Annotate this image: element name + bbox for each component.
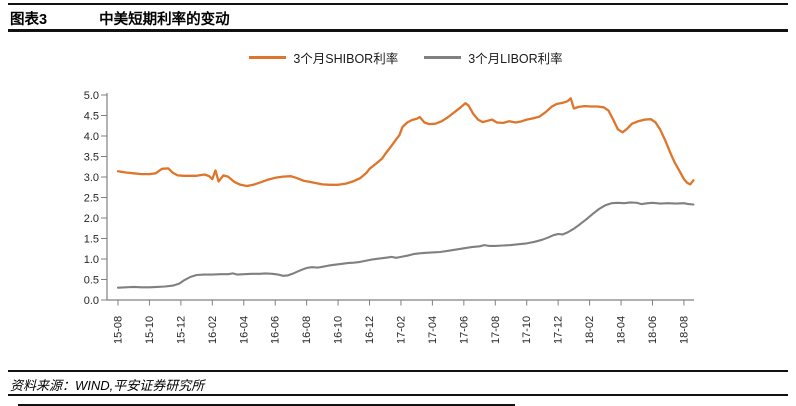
x-axis-tick-label: 16-10: [333, 316, 345, 344]
legend-item-libor: 3个月LIBOR利率: [424, 48, 563, 67]
x-axis-tick-label: 17-08: [490, 316, 502, 344]
chart-legend: 3个月SHIBOR利率 3个月LIBOR利率: [0, 48, 796, 67]
footer-bottom-rule: [8, 394, 788, 396]
x-axis-tick-label: 17-06: [458, 316, 470, 344]
x-axis-tick-label: 16-02: [207, 316, 219, 344]
top-rule: [8, 3, 788, 5]
next-section-edge-rule: [18, 404, 515, 406]
x-axis-tick-label: 17-12: [553, 316, 565, 344]
x-axis-tick-label: 15-12: [175, 316, 187, 344]
footer-top-rule: [8, 370, 788, 372]
x-axis-tick-label: 16-08: [301, 316, 313, 344]
figure-label: 图表3: [10, 12, 48, 28]
figure-header: 图表3 中美短期利率的变动: [10, 8, 230, 28]
libor-line-swatch-icon: [424, 55, 462, 59]
legend-label-libor: 3个月LIBOR利率: [468, 51, 563, 66]
x-axis-tick-label: 18-08: [678, 316, 690, 344]
shibor-line-swatch-icon: [249, 55, 287, 59]
x-axis-tick-label: 16-04: [238, 316, 250, 344]
x-axis-tick-label: 17-10: [521, 316, 533, 344]
y-axis-tick-label: 0.5: [84, 274, 99, 286]
legend-item-shibor: 3个月SHIBOR利率: [249, 48, 398, 67]
y-axis-tick-label: 3.0: [84, 172, 99, 184]
libor-line: [116, 201, 695, 289]
y-axis-tick-label: 0.0: [84, 295, 99, 307]
x-axis-tick-label: 16-12: [364, 316, 376, 344]
x-axis-tick-label: 15-10: [144, 316, 156, 344]
x-axis-tick-label: 18-02: [584, 316, 596, 344]
y-axis-tick-label: 2.0: [84, 213, 99, 225]
y-axis-tick-label: 5.0: [84, 90, 99, 102]
legend-label-shibor: 3个月SHIBOR利率: [293, 51, 399, 66]
y-axis-tick-label: 4.5: [84, 110, 99, 122]
x-axis-tick-label: 17-02: [395, 316, 407, 344]
x-axis-tick-label: 16-06: [270, 316, 282, 344]
x-axis-tick-label: 18-04: [616, 316, 628, 344]
y-axis-tick-label: 3.5: [84, 151, 99, 163]
chart-title: 中美短期利率的变动: [99, 12, 230, 28]
x-axis-tick-label: 17-04: [427, 316, 439, 344]
y-axis-tick-label: 1.0: [84, 254, 99, 266]
source-note: 资料来源：WIND,平安证券研究所: [10, 378, 205, 393]
x-axis-tick-label: 15-08: [113, 316, 125, 344]
x-axis-tick-label: 18-06: [647, 316, 659, 344]
y-axis-tick-label: 1.5: [84, 233, 99, 245]
y-axis-tick-label: 2.5: [84, 192, 99, 204]
y-axis-tick-label: 4.0: [84, 131, 99, 143]
title-underline-rule: [8, 29, 788, 32]
shibor-line: [116, 97, 695, 188]
